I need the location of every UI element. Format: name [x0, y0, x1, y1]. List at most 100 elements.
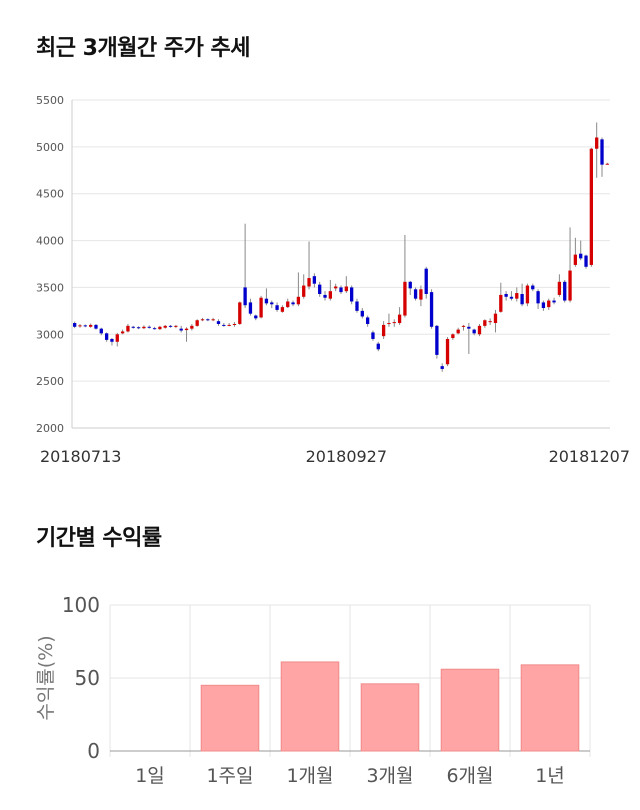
candle-body: [477, 325, 482, 335]
candle: [547, 298, 551, 310]
candle: [600, 137, 604, 177]
candle-body: [120, 331, 125, 334]
candle-body: [291, 302, 295, 305]
candle-body: [552, 300, 556, 303]
candle-body: [152, 328, 157, 330]
candle-body: [600, 139, 604, 165]
candle: [286, 298, 290, 309]
candle: [365, 315, 370, 327]
candle-body: [280, 307, 285, 312]
candle-body: [595, 137, 599, 149]
candle-body: [238, 302, 242, 324]
candlestick-chart: 2000 2500 3000 3500 4000 4500 5000 5500 20180713…: [36, 94, 630, 466]
candle: [381, 321, 386, 339]
candle: [270, 300, 274, 309]
candle: [493, 309, 498, 333]
candle: [104, 332, 109, 342]
candle: [248, 298, 253, 316]
candle: [568, 227, 572, 303]
candle-body: [307, 278, 311, 287]
candle: [472, 328, 476, 336]
candle: [477, 323, 482, 337]
candle: [227, 323, 231, 327]
returns-title: 기간별 수익률: [36, 526, 162, 551]
candle-body: [200, 319, 205, 321]
candle: [195, 319, 199, 327]
candle: [307, 241, 311, 290]
candle-body: [248, 302, 253, 314]
candle-body: [376, 343, 380, 350]
candle: [595, 122, 599, 178]
y-tick-label: 100: [62, 593, 100, 617]
price-trend-title: 최근 3개월간 주가 추세: [36, 36, 250, 61]
candle-body: [541, 302, 546, 309]
candle-body: [158, 326, 162, 330]
candle-body: [179, 328, 183, 331]
candle: [238, 301, 242, 325]
x-tick-label: 1주일: [206, 765, 253, 787]
candle: [541, 300, 546, 311]
candle-body: [88, 324, 93, 327]
candle-body: [504, 293, 508, 297]
candle-body: [216, 321, 221, 324]
candle: [280, 305, 285, 313]
candle: [605, 162, 609, 165]
candle: [254, 314, 258, 321]
candle: [355, 298, 359, 313]
return-bar: [200, 684, 260, 752]
candle-body: [483, 320, 487, 326]
candle: [531, 283, 535, 292]
candle: [403, 234, 407, 318]
candle: [168, 324, 173, 328]
candle-body: [147, 326, 151, 328]
candle-body: [323, 294, 327, 298]
candle: [483, 319, 487, 328]
candle-body: [302, 285, 306, 297]
x-tick-label: 3개월: [366, 765, 413, 787]
candle-body: [605, 163, 609, 165]
candle-body: [211, 319, 215, 321]
candle: [376, 341, 380, 352]
candle-body: [456, 329, 460, 334]
candle-body: [232, 323, 237, 325]
candle: [520, 283, 524, 307]
x-tick-label: 20181207: [549, 447, 630, 466]
y-tick-label: 5000: [36, 141, 64, 154]
x-tick-label: 20180927: [306, 447, 387, 466]
candle: [589, 147, 594, 267]
candle: [424, 266, 428, 299]
candle-body: [568, 270, 572, 301]
candle: [552, 297, 556, 305]
candle-body: [429, 292, 434, 327]
candle-body: [413, 289, 418, 299]
candle: [584, 254, 588, 269]
return-bar: [280, 661, 340, 752]
candle: [419, 285, 423, 307]
candle: [318, 281, 322, 297]
y-tick-label: 3500: [36, 281, 64, 294]
x-tick-label: 20180713: [40, 447, 121, 466]
candle-body: [472, 329, 476, 334]
candle: [179, 325, 183, 333]
candle-body: [136, 327, 141, 329]
return-bar: [440, 668, 500, 752]
candle-body: [499, 294, 503, 312]
candle: [259, 295, 263, 319]
return-bar: [520, 664, 580, 752]
candle-body: [222, 324, 226, 326]
x-tick-label: 1개월: [286, 765, 333, 787]
candle: [184, 327, 189, 342]
candle-body: [142, 326, 146, 329]
candle: [328, 279, 332, 301]
candle: [563, 279, 567, 303]
candle-body: [589, 148, 594, 265]
candle: [110, 338, 114, 346]
candle: [88, 323, 93, 328]
candle-body: [227, 324, 231, 326]
candle-body: [78, 325, 82, 327]
candle: [312, 273, 317, 288]
candle-body: [99, 328, 103, 334]
candle-body: [275, 305, 279, 310]
candle-body: [334, 286, 338, 289]
candle: [131, 325, 135, 329]
